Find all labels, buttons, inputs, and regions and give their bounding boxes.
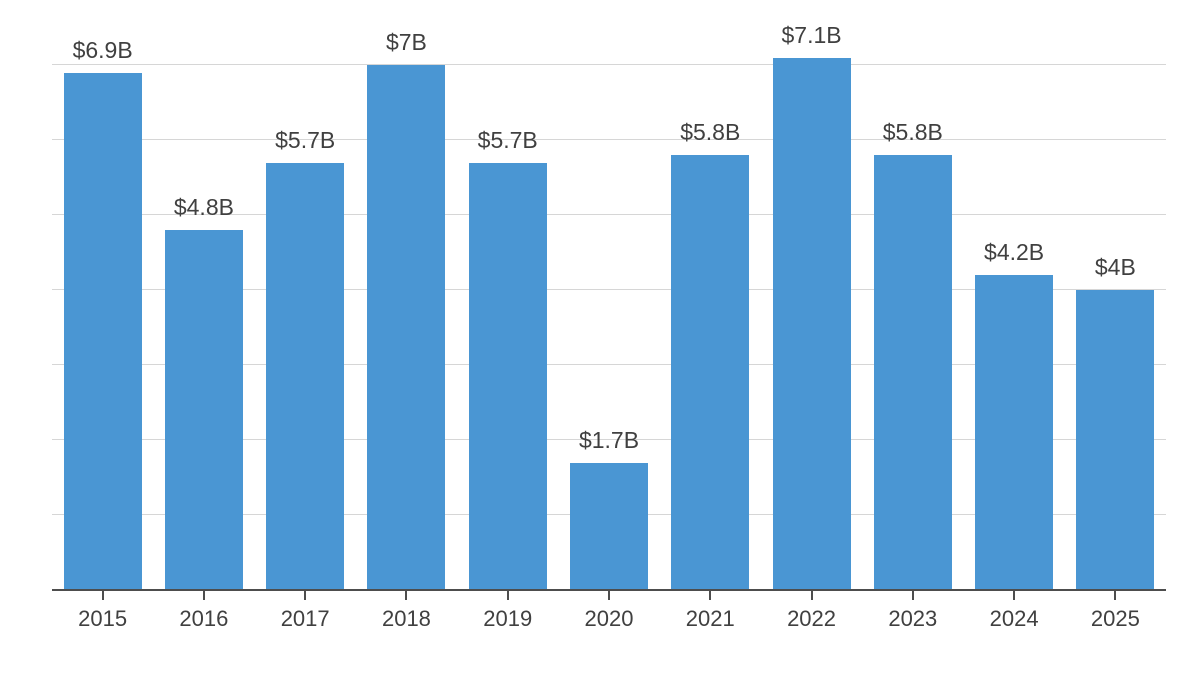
x-tick-mark [1013,591,1016,600]
bar [367,65,446,590]
bar [1076,290,1155,590]
x-tick-mark [506,591,509,600]
x-tick-mark [608,591,610,600]
x-tick-mark [810,591,813,600]
x-tick-label: 2024 [989,606,1039,631]
x-tick-label: 2021 [685,606,735,631]
gridline [52,364,1166,366]
bar-value-label: $4.8B [173,194,234,221]
bar-group: $5.8B [660,0,761,590]
gridline [52,289,1166,291]
x-tick-mark [405,591,408,600]
x-tick-mark [304,591,307,600]
bar-group: $7.1B [761,0,862,590]
bar [569,462,648,590]
x-axis-line [52,589,1166,591]
x-tick-label: 2016 [179,606,229,631]
bar-group: $5.8B [862,0,963,590]
bar-value-label: $4.2B [984,239,1045,266]
bar-group: $7B [356,0,457,590]
bar-group: $4.2B [963,0,1064,590]
bar-group: $5.7B [457,0,558,590]
x-tick-label: 2019 [483,606,533,631]
x-tick-mark [911,591,914,600]
bar [873,155,952,590]
bar [266,162,345,590]
bar-group: $1.7B [558,0,659,590]
x-tick-label: 2025 [1090,606,1140,631]
gridline [52,139,1166,141]
bar-value-label: $7B [385,29,427,56]
x-tick-label: 2018 [381,606,431,631]
gridline [52,439,1166,441]
bar-group: $4B [1065,0,1166,590]
x-tick-label: 2015 [78,606,128,631]
x-axis: 2015 2016 2017 2018 2019 2020 2021 2022 2023 2024… [52,591,1166,651]
x-tick-label: 2020 [584,606,634,631]
x-tick-mark [101,591,104,600]
bar [772,57,851,590]
plot-area: $6.9B $4.8B $5.7B $7B $5.7B $1.7B $5.8B $7.1B $5… [52,0,1166,590]
bar [671,155,750,590]
bar [468,162,547,590]
bar [164,230,243,590]
bar-group: $6.9B [52,0,153,590]
bar [63,72,142,590]
x-tick-label: 2017 [280,606,330,631]
x-tick-mark [202,591,205,600]
bar-value-label: $7.1B [781,21,842,48]
bar-group: $4.8B [153,0,254,590]
bar-value-label: $5.8B [882,119,943,146]
bar [975,275,1054,590]
gridline [52,214,1166,216]
bar-value-label: $5.7B [275,126,336,153]
bar-group: $5.7B [255,0,356,590]
x-tick-mark [1114,591,1117,600]
bar-value-label: $5.7B [477,126,538,153]
bar-value-label: $6.9B [72,36,133,63]
x-tick-label: 2022 [787,606,837,631]
bar-value-label: $5.8B [680,119,741,146]
x-tick-label: 2023 [888,606,938,631]
bar-value-label: $4B [1094,254,1136,281]
x-tick-mark [709,591,712,600]
gridline [52,64,1166,66]
bar-value-label: $1.7B [578,426,640,453]
